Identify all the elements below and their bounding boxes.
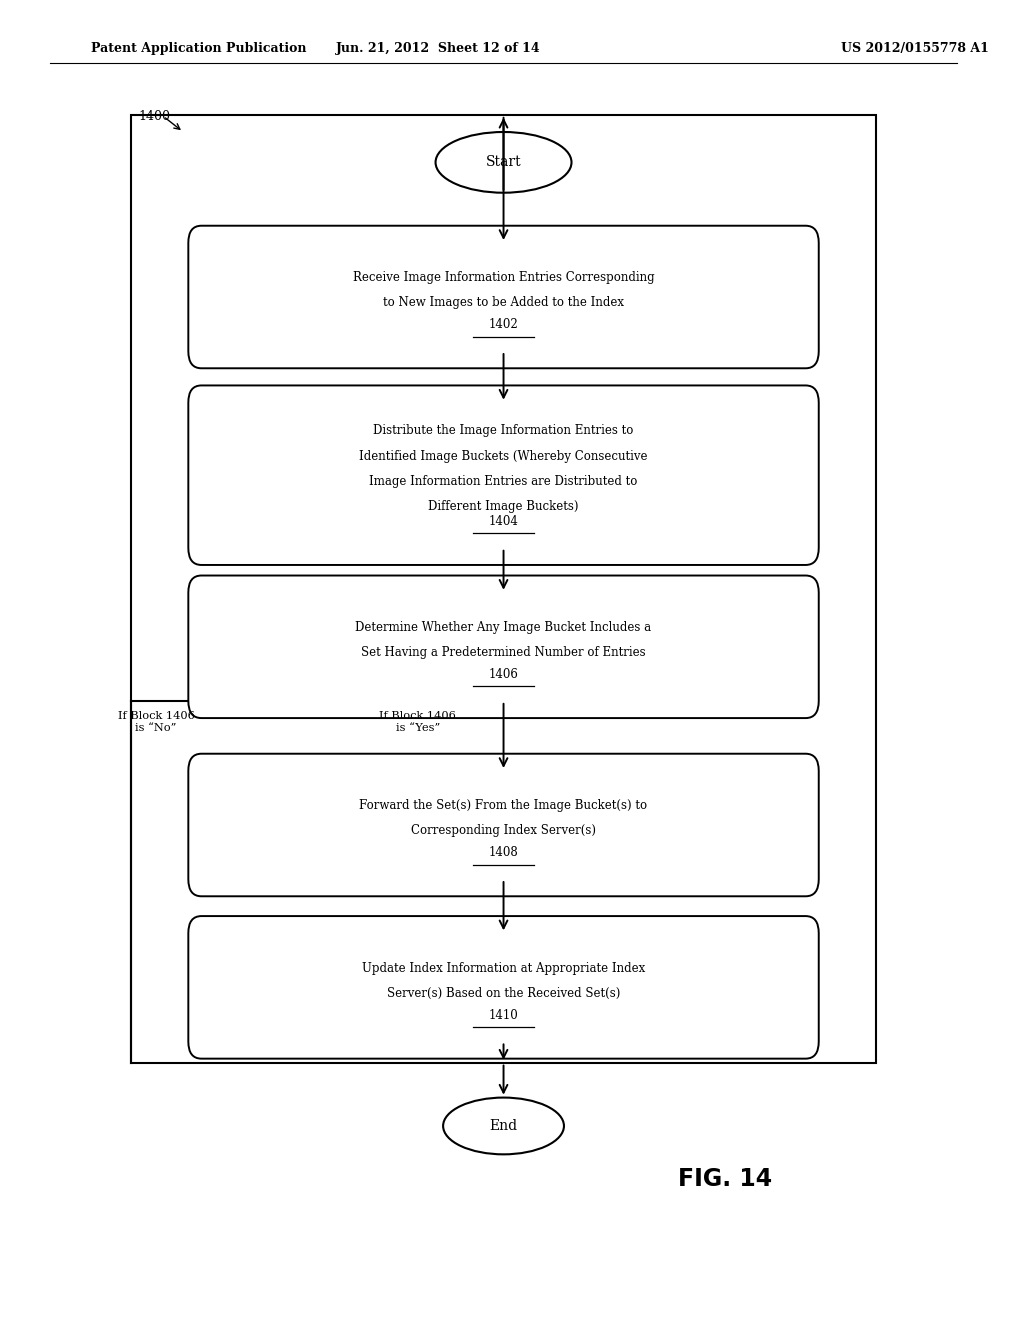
FancyBboxPatch shape [131, 115, 877, 1063]
Ellipse shape [443, 1098, 564, 1154]
Text: Start: Start [485, 156, 521, 169]
Text: to New Images to be Added to the Index: to New Images to be Added to the Index [383, 297, 624, 309]
Text: US 2012/0155778 A1: US 2012/0155778 A1 [841, 42, 989, 55]
Text: If Block 1406
is “No”: If Block 1406 is “No” [118, 711, 195, 733]
Text: Set Having a Predetermined Number of Entries: Set Having a Predetermined Number of Ent… [361, 647, 646, 659]
Text: End: End [489, 1119, 517, 1133]
Text: Server(s) Based on the Received Set(s): Server(s) Based on the Received Set(s) [387, 987, 621, 999]
Ellipse shape [435, 132, 571, 193]
Text: 1400: 1400 [138, 110, 170, 123]
Text: Forward the Set(s) From the Image Bucket(s) to: Forward the Set(s) From the Image Bucket… [359, 800, 647, 812]
FancyBboxPatch shape [188, 754, 819, 896]
Text: 1402: 1402 [488, 318, 518, 331]
FancyBboxPatch shape [188, 226, 819, 368]
FancyBboxPatch shape [188, 385, 819, 565]
Text: Image Information Entries are Distributed to: Image Information Entries are Distribute… [370, 475, 638, 487]
FancyBboxPatch shape [188, 576, 819, 718]
Text: Different Image Buckets): Different Image Buckets) [428, 500, 579, 512]
FancyBboxPatch shape [188, 916, 819, 1059]
Text: If Block 1406
is “Yes”: If Block 1406 is “Yes” [380, 711, 457, 733]
Text: Distribute the Image Information Entries to: Distribute the Image Information Entries… [374, 425, 634, 437]
Text: Patent Application Publication: Patent Application Publication [91, 42, 306, 55]
Text: 1410: 1410 [488, 1008, 518, 1022]
Text: Corresponding Index Server(s): Corresponding Index Server(s) [411, 825, 596, 837]
Text: Receive Image Information Entries Corresponding: Receive Image Information Entries Corres… [352, 272, 654, 284]
Text: 1404: 1404 [488, 515, 518, 528]
Text: FIG. 14: FIG. 14 [678, 1167, 772, 1191]
Text: Update Index Information at Appropriate Index: Update Index Information at Appropriate … [361, 962, 645, 974]
Text: 1406: 1406 [488, 668, 518, 681]
Text: Determine Whether Any Image Bucket Includes a: Determine Whether Any Image Bucket Inclu… [355, 622, 651, 634]
Text: 1408: 1408 [488, 846, 518, 859]
Text: Jun. 21, 2012  Sheet 12 of 14: Jun. 21, 2012 Sheet 12 of 14 [336, 42, 541, 55]
Text: Identified Image Buckets (Whereby Consecutive: Identified Image Buckets (Whereby Consec… [359, 450, 648, 462]
